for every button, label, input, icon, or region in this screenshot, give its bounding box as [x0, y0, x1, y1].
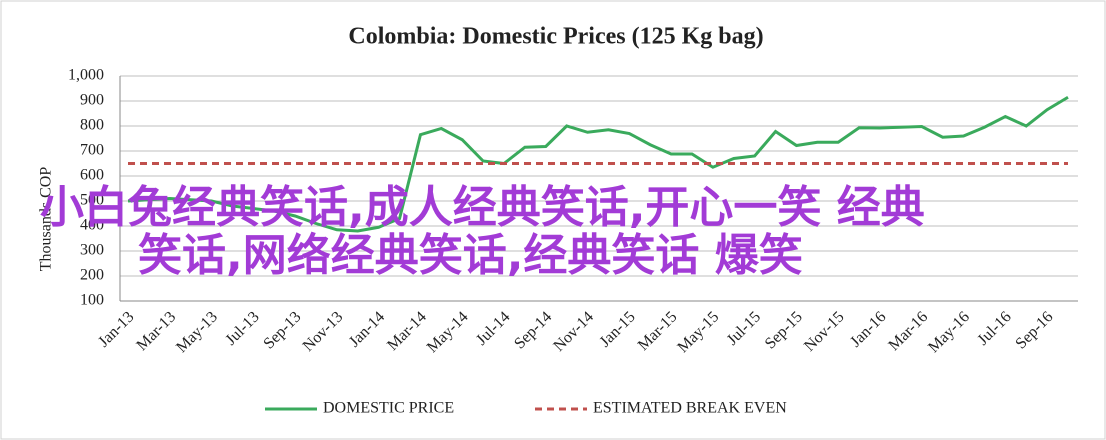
y-tick-label: 400	[80, 217, 104, 234]
y-tick-label: 900	[80, 92, 104, 109]
series-line	[127, 95, 1069, 233]
overlay-text: 小白兔经典笑话,成人经典笑话,开心一笑 经典	[40, 182, 925, 233]
y-axis-label: Thousands COP	[38, 167, 55, 272]
legend-label: ESTIMATED BREAK EVEN	[593, 400, 787, 417]
y-tick-label: 100	[80, 292, 104, 309]
chart-title: Colombia: Domestic Prices (125 Kg bag)	[348, 24, 763, 50]
y-tick-label: 300	[80, 242, 104, 259]
y-tick-label: 800	[80, 117, 104, 134]
y-tick-label: 1,000	[68, 67, 104, 84]
y-tick-label: 200	[80, 267, 104, 284]
overlay-text: 笑话,网络经典笑话,经典笑话 爆笑	[138, 230, 803, 281]
y-tick-label: 600	[80, 167, 104, 184]
y-tick-label: 700	[80, 142, 104, 159]
y-tick-label: 500	[80, 192, 104, 209]
legend-label: DOMESTIC PRICE	[323, 400, 454, 417]
